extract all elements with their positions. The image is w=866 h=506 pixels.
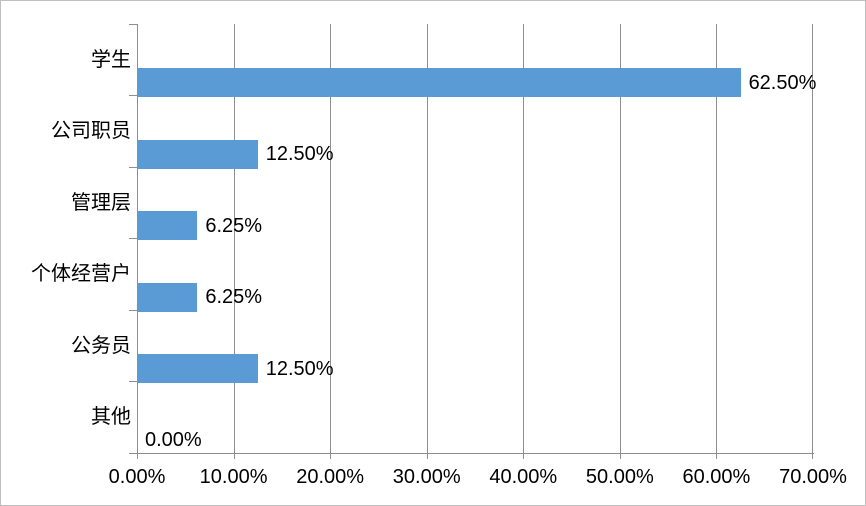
bar-self-employed [137, 283, 198, 312]
x-axis-label: 40.00% [489, 466, 558, 488]
y-axis-tick [129, 310, 137, 311]
x-axis-tick [426, 453, 428, 459]
x-axis-line [137, 453, 814, 454]
x-axis-label: 10.00% [199, 466, 268, 488]
x-axis-tick [330, 453, 332, 459]
x-axis-label: 60.00% [682, 466, 751, 488]
gridline-70 [812, 24, 813, 453]
data-label: 12.50% [265, 143, 334, 165]
gridline-40 [523, 24, 525, 453]
data-label: 6.25% [205, 286, 263, 308]
bar-management [137, 211, 198, 240]
data-label: 6.25% [205, 215, 263, 237]
x-axis-tick [716, 453, 718, 459]
x-axis-label: 50.00% [585, 466, 654, 488]
bar-civil-servants [137, 354, 258, 383]
category-label-company-employees: 公司职员 [51, 120, 131, 142]
y-axis-tick [129, 381, 137, 382]
category-label-management: 管理层 [71, 192, 131, 214]
y-axis-tick [129, 453, 137, 454]
gridline-30 [426, 24, 428, 453]
gridline-50 [619, 24, 621, 453]
x-axis-label: 20.00% [296, 466, 365, 488]
x-axis-tick [523, 453, 525, 459]
y-axis-tick [129, 167, 137, 168]
x-axis-tick [233, 453, 235, 459]
x-axis-label: 70.00% [779, 466, 847, 488]
y-axis-tick [129, 95, 137, 96]
category-label-other: 其他 [91, 406, 131, 428]
x-axis-tick [137, 453, 138, 459]
gridline-20 [330, 24, 332, 453]
bar-company-employees [137, 140, 258, 169]
plot-area: 62.50% 12.50% 6.25% 6.25% 12.50% 0.00% [137, 24, 816, 459]
category-label-self-employed: 个体经营户 [31, 263, 131, 285]
x-axis-labels: 0.00% 10.00% 20.00% 30.00% 40.00% 50.00%… [109, 465, 847, 489]
gridline-60 [716, 24, 718, 453]
data-label: 12.50% [265, 358, 334, 380]
x-axis-tick [619, 453, 621, 459]
category-label-civil-servants: 公务员 [71, 335, 131, 357]
bar-students [137, 68, 741, 97]
x-axis-tick [812, 453, 813, 459]
gridline-10 [233, 24, 235, 453]
x-axis-label: 30.00% [392, 466, 461, 488]
y-axis-tick [129, 238, 137, 239]
y-axis-line [137, 24, 138, 454]
x-axis-label: 0.00% [108, 466, 166, 488]
category-label-students: 学生 [91, 49, 131, 71]
data-label: 0.00% [145, 429, 202, 451]
y-axis-tick [129, 24, 137, 25]
data-label: 62.50% [748, 72, 817, 94]
